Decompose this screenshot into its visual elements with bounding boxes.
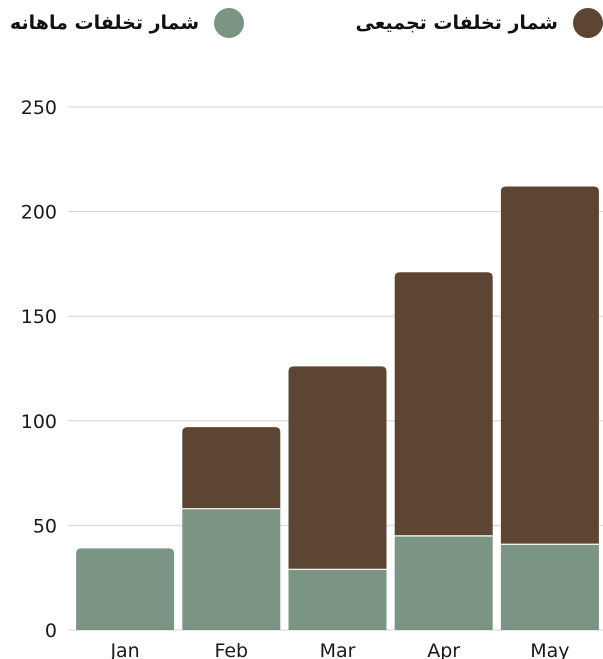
bar-monthly-mar[interactable]: [288, 569, 387, 630]
y-tick-label-100: 100: [21, 411, 57, 433]
y-tick-label-0: 0: [45, 620, 57, 642]
bar-monthly-jan[interactable]: [76, 548, 175, 630]
x-tick-label-apr: Apr: [427, 640, 460, 659]
legend-label-monthly: شمار تخلفات ماهانه: [10, 12, 200, 34]
x-tick-label-mar: Mar: [320, 640, 356, 659]
bar-cumulative-apr[interactable]: [394, 272, 493, 536]
y-tick-label-250: 250: [21, 97, 57, 119]
bars: [76, 186, 599, 630]
bar-monthly-apr[interactable]: [394, 535, 493, 630]
y-axis: 0 50 100 150 200 250: [21, 97, 57, 642]
bar-monthly-may[interactable]: [500, 544, 599, 630]
legend: شمار تخلفات تجمیعی شمار تخلفات ماهانه: [0, 0, 603, 50]
x-tick-label-jan: Jan: [109, 640, 139, 659]
bar-cumulative-feb[interactable]: [182, 427, 281, 509]
legend-label-cumulative: شمار تخلفات تجمیعی: [355, 12, 558, 34]
bar-cumulative-may[interactable]: [500, 186, 599, 545]
y-tick-label-50: 50: [33, 515, 57, 537]
y-tick-label-150: 150: [21, 306, 57, 328]
legend-swatch-cumulative: [573, 8, 603, 38]
x-tick-label-feb: Feb: [214, 640, 248, 659]
bar-monthly-feb[interactable]: [182, 508, 281, 630]
x-axis: Jan Feb Mar Apr May: [109, 640, 569, 659]
legend-swatch-monthly: [214, 8, 245, 38]
legend-item-cumulative[interactable]: شمار تخلفات تجمیعی: [356, 8, 603, 38]
y-tick-label-200: 200: [21, 202, 57, 224]
legend-item-monthly[interactable]: شمار تخلفات ماهانه: [10, 8, 245, 38]
bar-cumulative-mar[interactable]: [288, 366, 387, 570]
x-tick-label-may: May: [530, 640, 569, 659]
